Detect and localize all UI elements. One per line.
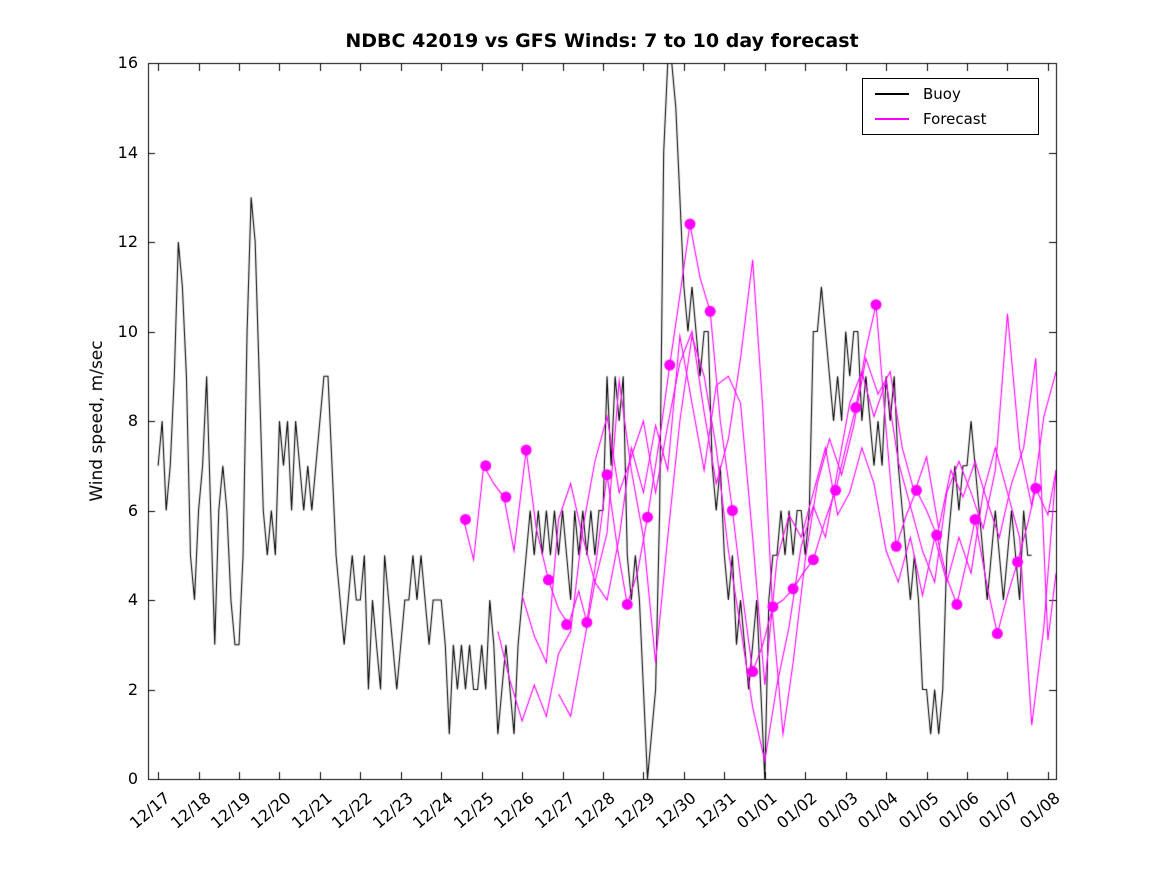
legend-label: Buoy	[923, 85, 961, 104]
y-tick-label: 14	[117, 142, 138, 162]
legend-entry-forecast: Forecast	[875, 110, 1026, 128]
y-tick-label: 10	[117, 321, 138, 341]
legend-entry-buoy: Buoy	[875, 85, 1026, 103]
y-tick-label: 16	[117, 53, 138, 72]
y-tick-label: 6	[127, 500, 138, 520]
chart-title: NDBC 42019 vs GFS Winds: 7 to 10 day for…	[345, 30, 859, 52]
legend: Buoy Forecast	[862, 78, 1039, 135]
legend-label: Forecast	[923, 109, 987, 128]
y-tick-label: 0	[127, 769, 138, 788]
y-tick-label: 12	[117, 232, 138, 251]
y-tick-label: 4	[127, 590, 138, 609]
legend-line-swatch	[875, 93, 909, 96]
y-tick-label: 8	[127, 411, 138, 430]
y-tick-label: 2	[127, 679, 138, 699]
legend-line-swatch	[875, 117, 909, 120]
